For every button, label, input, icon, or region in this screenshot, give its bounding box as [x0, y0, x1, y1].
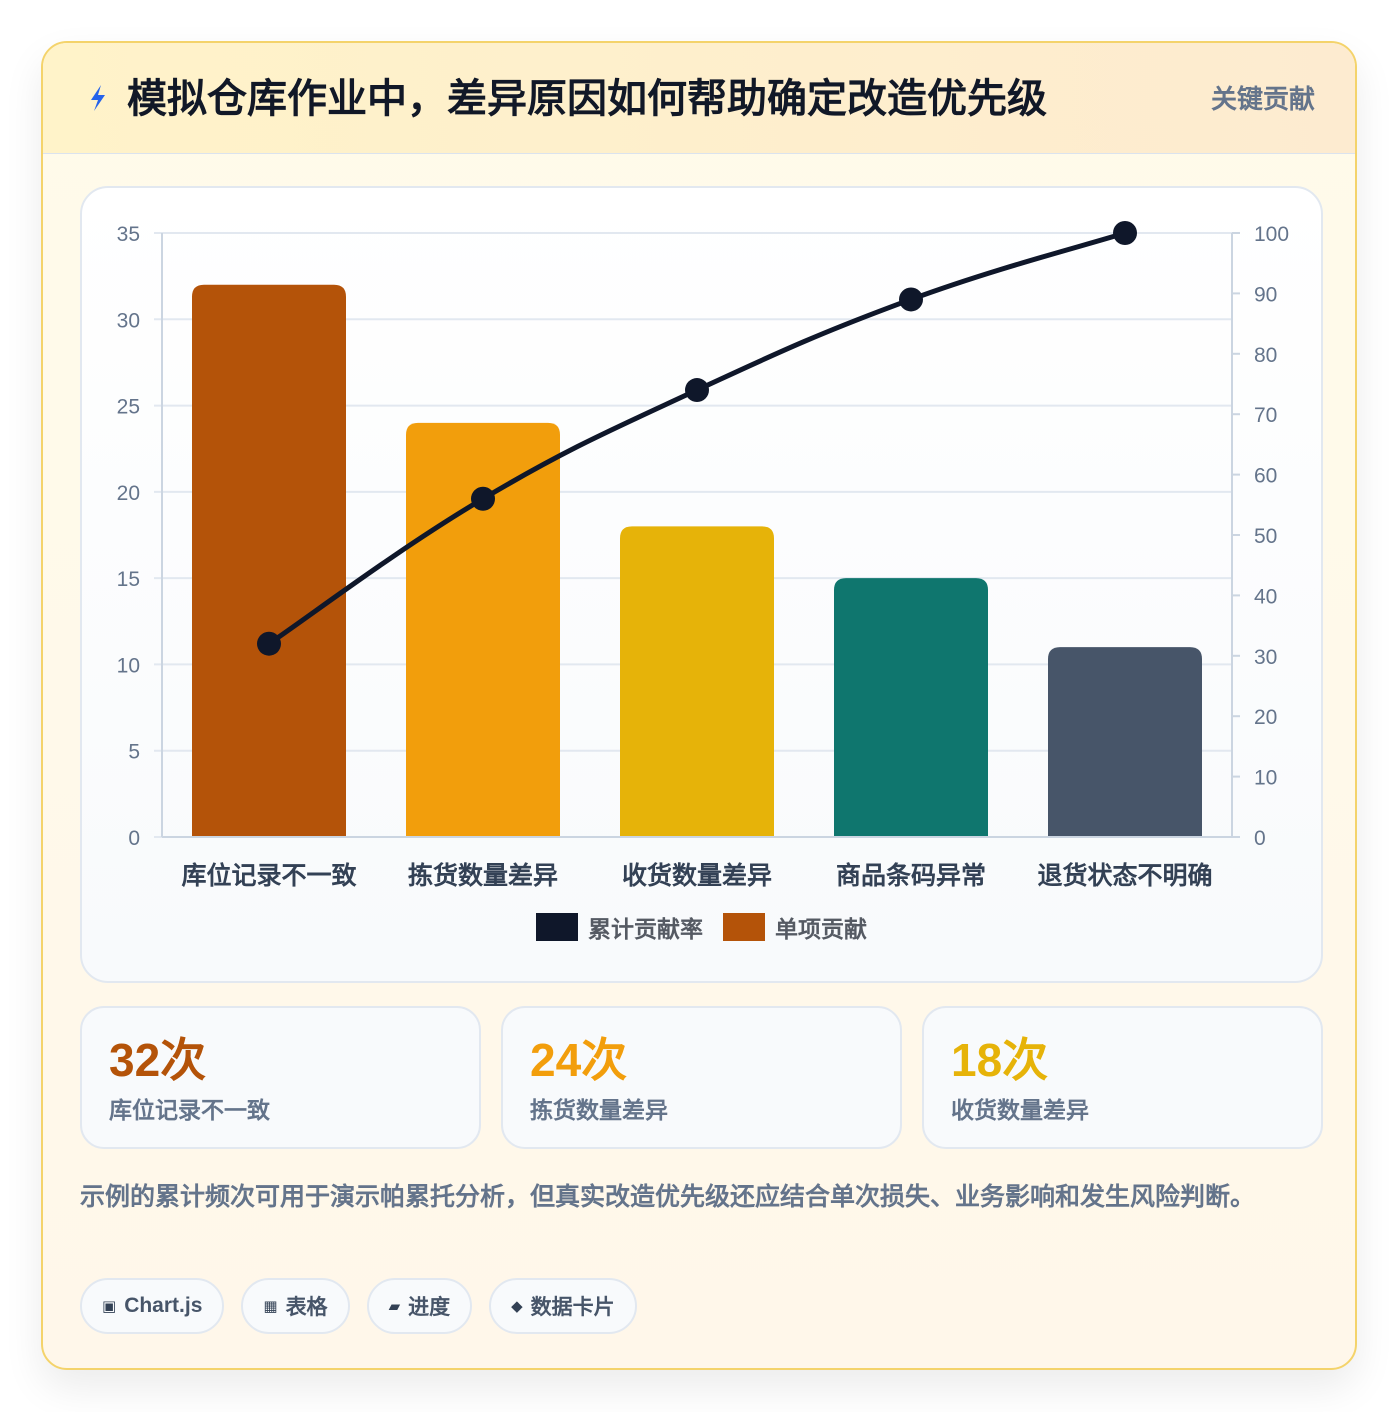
- y-left-tick-label: 10: [117, 654, 140, 677]
- y-right-tick-label: 80: [1254, 344, 1277, 367]
- pareto-card: 模拟仓库作业中，差异原因如何帮助确定改造优先级 关键贡献 0 5 10 15 20 25 3…: [41, 41, 1357, 1370]
- tag-data-card[interactable]: ◆ 数据卡片: [489, 1278, 637, 1334]
- legend-label-single: 单项贡献: [775, 916, 867, 942]
- stat-label: 库位记录不一致: [109, 1097, 270, 1123]
- y-right-tick-label: 30: [1254, 646, 1277, 669]
- y-right-tick-label: 20: [1254, 706, 1277, 729]
- card-header: 模拟仓库作业中，差异原因如何帮助确定改造优先级 关键贡献: [43, 43, 1355, 154]
- tag-label: 表格: [285, 1296, 328, 1319]
- x-tick-label: 收货数量差异: [622, 861, 772, 890]
- bar: [1048, 647, 1202, 837]
- cumulative-point: [899, 287, 923, 312]
- cumulative-point: [1113, 221, 1137, 245]
- tag-progress[interactable]: ▰ 进度: [366, 1278, 473, 1334]
- y-left-tick-label: 30: [117, 309, 140, 332]
- cumulative-point: [257, 631, 281, 656]
- tag-table[interactable]: ▦ 表格: [241, 1278, 350, 1334]
- y-right-tick-label: 70: [1254, 404, 1277, 427]
- y-left-tick-label: 25: [117, 396, 140, 419]
- pareto-chart: 0 5 10 15 20 25 30 35 0 10 20 30 40 50 60 70 80 90 100 库位记录…: [117, 221, 1289, 890]
- legend-label-cumulative: 累计贡献率: [588, 916, 703, 942]
- y-left-tick-label: 5: [128, 741, 140, 764]
- stat-value: 24次: [530, 1034, 628, 1086]
- chart-box-icon: ▣: [102, 1298, 117, 1315]
- bar: [834, 578, 988, 837]
- table-icon: ▦: [263, 1298, 278, 1315]
- stat-value: 32次: [109, 1034, 207, 1086]
- page-title: 模拟仓库作业中，差异原因如何帮助确定改造优先级: [127, 77, 1047, 121]
- y-left-tick-label: 20: [117, 482, 140, 505]
- legend-item-single[interactable]: 单项贡献: [723, 910, 867, 944]
- legend-swatch-cumulative: [536, 913, 578, 941]
- stat-card: 32次 库位记录不一致: [80, 1006, 481, 1149]
- x-tick-label: 拣货数量差异: [408, 861, 558, 890]
- tag-label: 进度: [408, 1296, 451, 1319]
- cumulative-point: [471, 486, 495, 511]
- y-left-tick-label: 15: [117, 568, 140, 591]
- y-right-tick-label: 90: [1254, 283, 1277, 306]
- x-tick-label: 库位记录不一致: [181, 861, 357, 890]
- bar: [192, 284, 346, 837]
- y-right-tick-label: 10: [1254, 767, 1277, 790]
- stat-label: 拣货数量差异: [530, 1097, 668, 1123]
- tag-chartjs[interactable]: ▣ Chart.js: [80, 1278, 225, 1334]
- y-right-tick-label: 60: [1254, 465, 1277, 488]
- tag-label: Chart.js: [124, 1294, 203, 1317]
- y-right-tick-label: 40: [1254, 585, 1277, 608]
- bar: [620, 526, 774, 837]
- y-right-tick-label: 100: [1254, 223, 1289, 246]
- y-right-tick-label: 50: [1254, 525, 1277, 548]
- x-tick-label: 退货状态不明确: [1037, 861, 1212, 890]
- key-contribution-badge: 关键贡献: [1210, 84, 1315, 114]
- stat-card: 24次 拣货数量差异: [501, 1006, 902, 1149]
- y-left-tick-label: 35: [117, 223, 140, 246]
- lightning-icon: [91, 85, 105, 111]
- chart-panel: 0 5 10 15 20 25 30 35 0 10 20 30 40 50 60 70 80 90 100 库位记录…: [80, 186, 1323, 983]
- stat-card: 18次 收货数量差异: [922, 1006, 1323, 1149]
- legend-item-cumulative[interactable]: 累计贡献率: [536, 910, 703, 944]
- progress-icon: ▰: [388, 1298, 401, 1315]
- y-right-tick-label: 0: [1254, 827, 1266, 850]
- stat-cards: 32次 库位记录不一致 24次 拣货数量差异 18次 收货数量差异: [80, 1006, 1323, 1149]
- diamond-icon: ◆: [511, 1298, 523, 1315]
- y-left-tick-label: 0: [128, 827, 140, 850]
- analysis-note: 示例的累计频次可用于演示帕累托分析，但真实改造优先级还应结合单次损失、业务影响和…: [80, 1183, 1256, 1211]
- stat-label: 收货数量差异: [951, 1097, 1089, 1123]
- chart-legend: 累计贡献率 单项贡献: [82, 910, 1321, 944]
- tag-label: 数据卡片: [530, 1296, 615, 1319]
- tag-list: ▣ Chart.js ▦ 表格 ▰ 进度 ◆ 数据卡片: [80, 1278, 637, 1334]
- x-tick-label: 商品条码异常: [836, 861, 986, 890]
- bar: [406, 422, 560, 837]
- stat-value: 18次: [951, 1034, 1049, 1086]
- cumulative-point: [685, 378, 709, 403]
- legend-swatch-single: [723, 913, 765, 941]
